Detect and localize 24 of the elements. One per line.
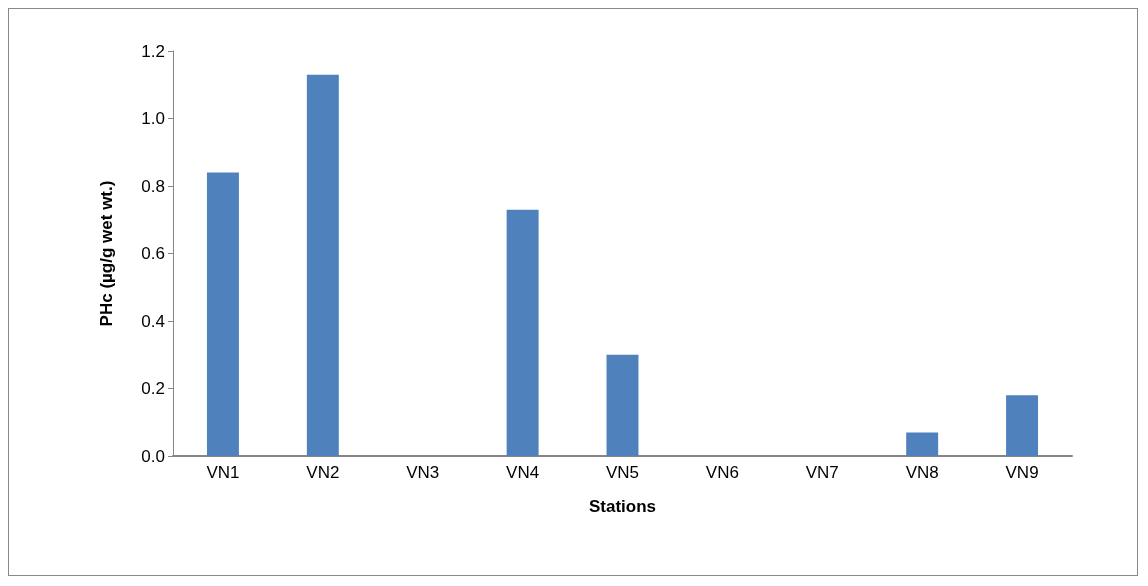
y-tick-label: 0.0 [141,446,165,466]
x-tick-label: VN4 [506,463,540,482]
x-tick-label: VN8 [905,463,939,482]
y-tick-label: 1.0 [141,109,165,128]
x-axis-title: Stations [588,497,657,516]
x-tick-label: VN6 [705,463,739,482]
x-tick-label: VN5 [605,463,640,482]
bar [606,354,639,456]
x-tick-label: VN1 [206,463,240,482]
bar [206,172,239,456]
y-tick-label: 0.2 [141,379,165,398]
y-tick-label: 0.8 [141,176,165,196]
bar [306,74,339,456]
y-axis-title: PHc (µg/g wet wt.) [97,180,116,327]
bar [506,209,539,456]
y-tick-label: 0.4 [141,311,165,331]
bar [1006,395,1039,456]
x-tick-label: VN7 [805,463,839,482]
x-tick-label: VN2 [306,463,340,482]
y-tick-label: 0.6 [141,244,165,263]
bar [906,432,939,456]
x-tick-label: VN9 [1005,463,1039,482]
y-tick-label: 1.2 [141,41,165,61]
x-tick-label: VN3 [406,463,440,482]
